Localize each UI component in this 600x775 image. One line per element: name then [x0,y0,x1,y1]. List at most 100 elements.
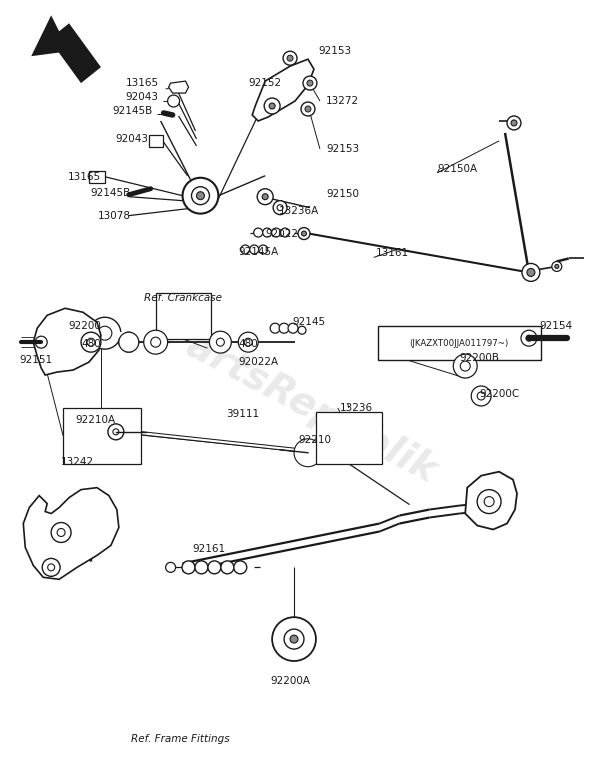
Text: Ref. Frame Fittings: Ref. Frame Fittings [131,734,229,744]
Polygon shape [33,308,101,375]
Circle shape [144,330,167,354]
Circle shape [526,336,532,341]
Circle shape [257,189,273,205]
Circle shape [298,228,310,239]
Circle shape [307,80,313,86]
Circle shape [298,326,306,334]
Polygon shape [23,487,119,579]
Circle shape [208,561,221,574]
Text: 92200A: 92200A [270,676,310,686]
Circle shape [272,228,281,237]
Text: Ref. Crankcase: Ref. Crankcase [144,293,222,303]
Circle shape [87,338,95,346]
Circle shape [507,116,521,130]
Circle shape [108,424,124,439]
Circle shape [238,332,258,352]
Circle shape [477,490,501,514]
Text: 92043: 92043 [125,92,158,102]
Bar [89,170,105,183]
Text: 13236: 13236 [340,403,373,413]
Circle shape [283,51,297,65]
Circle shape [521,330,537,346]
Circle shape [191,187,209,205]
Circle shape [119,332,139,352]
Circle shape [303,76,317,90]
Circle shape [527,268,535,277]
Circle shape [277,205,283,211]
Bar [155,294,211,339]
Circle shape [262,194,268,200]
Circle shape [51,522,71,542]
Polygon shape [465,472,517,529]
Circle shape [209,331,232,353]
Circle shape [522,264,540,281]
Circle shape [244,338,252,346]
Text: 92200B: 92200B [459,353,499,363]
Circle shape [89,317,121,350]
Text: 13236A: 13236A [279,205,319,215]
Circle shape [250,245,259,254]
Polygon shape [31,16,69,57]
Polygon shape [49,23,101,83]
Bar [119,332,139,352]
Circle shape [305,106,311,112]
Circle shape [234,561,247,574]
Text: 92022: 92022 [265,229,298,239]
Polygon shape [252,59,314,121]
Circle shape [284,629,304,649]
Text: 480: 480 [81,339,101,350]
Circle shape [221,561,234,574]
Text: 92153: 92153 [326,144,359,154]
Text: 92153: 92153 [318,46,351,57]
Text: 92150: 92150 [326,188,359,198]
Circle shape [254,228,263,237]
Text: 39111: 39111 [226,409,259,419]
Circle shape [98,326,112,340]
Text: 92150A: 92150A [437,164,478,174]
Circle shape [272,617,316,661]
Circle shape [269,103,275,109]
Circle shape [264,98,280,114]
Circle shape [113,429,119,435]
Text: 92200: 92200 [68,321,101,331]
Text: 92200C: 92200C [479,389,520,399]
Circle shape [484,497,494,507]
Circle shape [124,337,134,347]
Text: 92145B: 92145B [91,188,131,198]
Bar [316,412,382,463]
Bar [63,408,141,463]
Text: 92151: 92151 [19,355,52,365]
Text: 13272: 13272 [326,96,359,106]
Circle shape [511,120,517,126]
Circle shape [453,354,477,378]
Circle shape [279,323,289,333]
Text: 92154: 92154 [539,321,572,331]
Text: 13161: 13161 [376,249,409,259]
Circle shape [273,201,287,215]
Circle shape [301,102,315,116]
Text: 92043: 92043 [116,134,149,144]
Circle shape [477,392,485,400]
Circle shape [35,336,47,348]
Circle shape [263,228,272,237]
Circle shape [294,439,322,467]
Circle shape [57,529,65,536]
Text: (JKAZXT00JJA011797~): (JKAZXT00JJA011797~) [410,339,509,348]
Circle shape [288,323,298,333]
Circle shape [301,231,307,236]
Circle shape [182,177,218,214]
Circle shape [195,561,208,574]
Circle shape [290,635,298,643]
Text: 92145B: 92145B [112,106,152,116]
Circle shape [42,558,60,577]
Circle shape [151,337,161,347]
Circle shape [270,323,280,333]
Circle shape [119,332,139,352]
Circle shape [287,55,293,61]
Text: 13078: 13078 [98,211,131,221]
Polygon shape [169,81,188,93]
Circle shape [552,261,562,271]
Circle shape [281,228,290,237]
Bar [377,326,541,360]
Bar [149,135,163,147]
